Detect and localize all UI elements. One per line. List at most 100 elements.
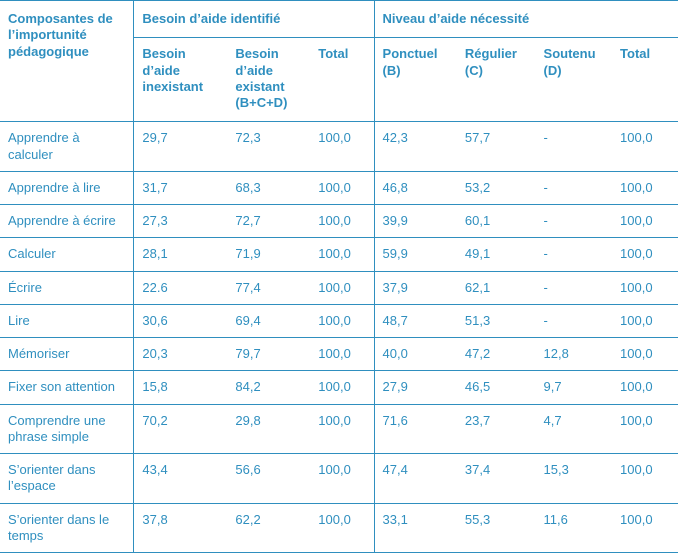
cell-label: S’orienter dans le temps bbox=[0, 503, 134, 553]
cell-total-2: 100,0 bbox=[612, 271, 678, 304]
cell-punctual: 46,8 bbox=[374, 171, 457, 204]
table-body: Apprendre à calculer29,772,3100,042,357,… bbox=[0, 122, 678, 553]
cell-total-2: 100,0 bbox=[612, 238, 678, 271]
cell-total-2: 100,0 bbox=[612, 338, 678, 371]
cell-sustained: - bbox=[536, 304, 613, 337]
cell-need-none: 29,7 bbox=[134, 122, 228, 172]
cell-label: Mémoriser bbox=[0, 338, 134, 371]
cell-regular: 46,5 bbox=[457, 371, 536, 404]
header-components: Composantes de l’importunité pédagogique bbox=[0, 1, 134, 122]
cell-sustained: 12,8 bbox=[536, 338, 613, 371]
cell-sustained: - bbox=[536, 238, 613, 271]
header-total-1: Total bbox=[310, 38, 374, 122]
cell-punctual: 48,7 bbox=[374, 304, 457, 337]
cell-total-2: 100,0 bbox=[612, 171, 678, 204]
cell-sustained: - bbox=[536, 271, 613, 304]
cell-punctual: 42,3 bbox=[374, 122, 457, 172]
cell-total-2: 100,0 bbox=[612, 454, 678, 504]
cell-need-exists: 56,6 bbox=[227, 454, 310, 504]
cell-punctual: 71,6 bbox=[374, 404, 457, 454]
cell-need-exists: 69,4 bbox=[227, 304, 310, 337]
header-total-2: Total bbox=[612, 38, 678, 122]
cell-need-none: 31,7 bbox=[134, 171, 228, 204]
cell-need-none: 22.6 bbox=[134, 271, 228, 304]
table-row: Apprendre à écrire27,372,7 100,0 39,960,1-… bbox=[0, 205, 678, 238]
cell-total-2: 100,0 bbox=[612, 205, 678, 238]
cell-need-exists: 72,7 bbox=[227, 205, 310, 238]
cell-need-none: 20,3 bbox=[134, 338, 228, 371]
cell-label: Lire bbox=[0, 304, 134, 337]
cell-punctual: 59,9 bbox=[374, 238, 457, 271]
cell-need-none: 70,2 bbox=[134, 404, 228, 454]
cell-sustained: 11,6 bbox=[536, 503, 613, 553]
cell-regular: 37,4 bbox=[457, 454, 536, 504]
cell-regular: 57,7 bbox=[457, 122, 536, 172]
cell-total-1: 100,0 bbox=[310, 238, 374, 271]
cell-punctual: 39,9 bbox=[374, 205, 457, 238]
cell-need-exists: 68,3 bbox=[227, 171, 310, 204]
cell-sustained: 9,7 bbox=[536, 371, 613, 404]
cell-punctual: 47,4 bbox=[374, 454, 457, 504]
cell-need-none: 15,8 bbox=[134, 371, 228, 404]
header-row-groups: Composantes de l’importunité pédagogique… bbox=[0, 1, 678, 38]
cell-regular: 23,7 bbox=[457, 404, 536, 454]
table-row: S’orienter dans le temps37,862,2100,033,… bbox=[0, 503, 678, 553]
data-table: Composantes de l’importunité pédagogique… bbox=[0, 0, 678, 553]
cell-total-2: 100,0 bbox=[612, 404, 678, 454]
cell-need-none: 27,3 bbox=[134, 205, 228, 238]
table-row: Lire30,669,4100,048,751,3-100,0 bbox=[0, 304, 678, 337]
cell-need-none: 43,4 bbox=[134, 454, 228, 504]
cell-punctual: 40,0 bbox=[374, 338, 457, 371]
cell-regular: 62,1 bbox=[457, 271, 536, 304]
cell-label: Apprendre à écrire bbox=[0, 205, 134, 238]
cell-need-exists: 72,3 bbox=[227, 122, 310, 172]
cell-total-1: 100,0 bbox=[310, 171, 374, 204]
header-punctual: Ponctuel (B) bbox=[374, 38, 457, 122]
cell-sustained: - bbox=[536, 122, 613, 172]
header-group-need-level: Niveau d’aide nécessité bbox=[374, 1, 678, 38]
cell-label: Calculer bbox=[0, 238, 134, 271]
cell-label: Comprendre une phrase simple bbox=[0, 404, 134, 454]
cell-sustained: 15,3 bbox=[536, 454, 613, 504]
cell-regular: 49,1 bbox=[457, 238, 536, 271]
header-sustained: Soutenu (D) bbox=[536, 38, 613, 122]
cell-total-1: 100,0 bbox=[310, 454, 374, 504]
cell-total-2: 100,0 bbox=[612, 122, 678, 172]
table-row: Apprendre à lire31,768,3100,046,853,2-10… bbox=[0, 171, 678, 204]
cell-regular: 60,1 bbox=[457, 205, 536, 238]
cell-label: Fixer son attention bbox=[0, 371, 134, 404]
table-row: Calculer28,171,9100,059,949,1-100,0 bbox=[0, 238, 678, 271]
cell-label: Écrire bbox=[0, 271, 134, 304]
cell-regular: 47,2 bbox=[457, 338, 536, 371]
cell-punctual: 27,9 bbox=[374, 371, 457, 404]
cell-need-exists: 29,8 bbox=[227, 404, 310, 454]
cell-need-none: 28,1 bbox=[134, 238, 228, 271]
cell-need-none: 37,8 bbox=[134, 503, 228, 553]
cell-need-exists: 62,2 bbox=[227, 503, 310, 553]
cell-regular: 55,3 bbox=[457, 503, 536, 553]
cell-need-exists: 77,4 bbox=[227, 271, 310, 304]
cell-total-1: 100,0 bbox=[310, 122, 374, 172]
table-container: Composantes de l’importunité pédagogique… bbox=[0, 0, 678, 553]
cell-total-1: 100,0 bbox=[310, 404, 374, 454]
cell-need-none: 30,6 bbox=[134, 304, 228, 337]
cell-regular: 53,2 bbox=[457, 171, 536, 204]
table-row: Apprendre à calculer29,772,3100,042,357,… bbox=[0, 122, 678, 172]
table-row: Mémoriser20,379,7100,040,047,212,8100,0 bbox=[0, 338, 678, 371]
cell-total-2: 100,0 bbox=[612, 503, 678, 553]
cell-total-1: 100,0 bbox=[310, 338, 374, 371]
cell-total-1: 100,0 bbox=[310, 503, 374, 553]
cell-regular: 51,3 bbox=[457, 304, 536, 337]
cell-total-1: 100,0 bbox=[310, 371, 374, 404]
cell-sustained: 4,7 bbox=[536, 404, 613, 454]
cell-sustained: - bbox=[536, 205, 613, 238]
table-row: S’orienter dans l’espace43,456,6100,047,… bbox=[0, 454, 678, 504]
cell-total-1: 100,0 bbox=[310, 271, 374, 304]
header-need-exists: Besoin d’aide existant (B+C+D) bbox=[227, 38, 310, 122]
cell-label: S’orienter dans l’espace bbox=[0, 454, 134, 504]
cell-need-exists: 79,7 bbox=[227, 338, 310, 371]
cell-total-2: 100,0 bbox=[612, 371, 678, 404]
cell-punctual: 33,1 bbox=[374, 503, 457, 553]
table-row: Fixer son attention15,884,2100,027,946,5… bbox=[0, 371, 678, 404]
header-need-none: Besoin d’aide inexistant bbox=[134, 38, 228, 122]
